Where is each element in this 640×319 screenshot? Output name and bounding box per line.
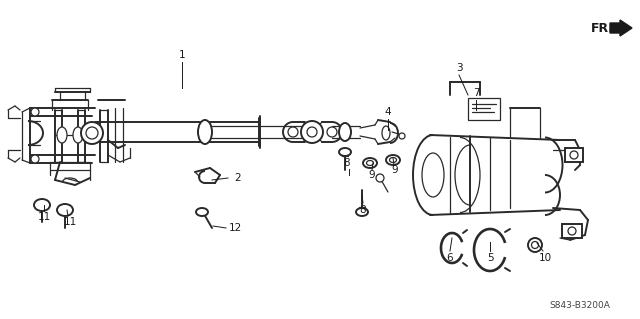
Ellipse shape [570, 151, 578, 159]
Ellipse shape [339, 123, 351, 141]
Text: 6: 6 [447, 253, 453, 263]
Ellipse shape [196, 208, 208, 216]
Text: FR.: FR. [591, 21, 614, 34]
Text: 12: 12 [228, 223, 242, 233]
Text: 9: 9 [392, 165, 398, 175]
Text: 8: 8 [344, 158, 350, 168]
Ellipse shape [376, 174, 384, 182]
Text: 11: 11 [63, 217, 77, 227]
Bar [562, 224, 582, 238]
Ellipse shape [367, 160, 374, 166]
Ellipse shape [568, 227, 576, 235]
FancyArrow shape [610, 20, 632, 36]
Text: 2: 2 [235, 173, 241, 183]
Ellipse shape [301, 121, 323, 143]
Text: 11: 11 [37, 212, 51, 222]
Text: 7: 7 [473, 88, 479, 98]
Ellipse shape [356, 208, 368, 216]
Ellipse shape [382, 126, 390, 140]
Ellipse shape [339, 148, 351, 156]
Ellipse shape [57, 127, 67, 143]
Ellipse shape [386, 155, 400, 165]
Ellipse shape [363, 158, 377, 168]
Text: 9: 9 [369, 170, 375, 180]
Ellipse shape [73, 127, 83, 143]
Ellipse shape [390, 158, 397, 162]
Ellipse shape [34, 199, 50, 211]
Ellipse shape [81, 122, 103, 144]
Text: S843-B3200A: S843-B3200A [550, 301, 611, 310]
Text: 5: 5 [486, 253, 493, 263]
Bar [565, 148, 583, 162]
Bar [468, 98, 500, 120]
Text: 10: 10 [538, 253, 552, 263]
Ellipse shape [531, 241, 538, 249]
Ellipse shape [528, 238, 542, 252]
Ellipse shape [31, 108, 39, 116]
Ellipse shape [288, 127, 298, 137]
Ellipse shape [198, 120, 212, 144]
Ellipse shape [327, 127, 337, 137]
Text: 8: 8 [360, 205, 366, 215]
Ellipse shape [31, 155, 39, 163]
Text: 3: 3 [456, 63, 462, 73]
Text: 1: 1 [179, 50, 186, 60]
Ellipse shape [57, 204, 73, 216]
Text: 4: 4 [385, 107, 391, 117]
Ellipse shape [399, 133, 405, 139]
